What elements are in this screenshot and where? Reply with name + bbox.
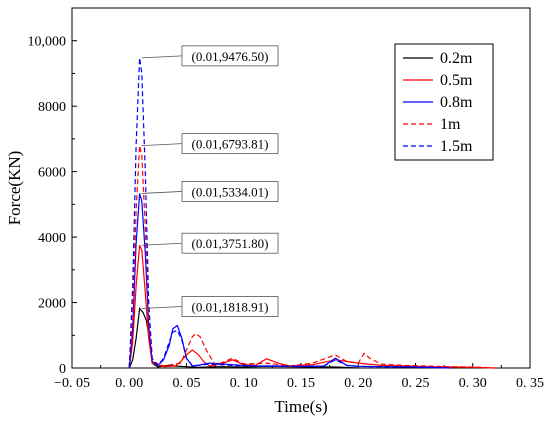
series-line-1.5m [128,57,450,369]
annotation-leader [141,55,183,59]
x-tick-label: 0. 00 [115,376,143,391]
x-tick-label: 0. 20 [344,376,372,391]
annotation-box [181,45,279,67]
annotations-group: (0.01,9476.50) (0.01,6793.81) (0.01,5334.0… [141,45,279,317]
annotation-label: (0.01,5334.01) [192,184,269,199]
annotation-leader [141,143,183,147]
legend-label: 0.8m [440,94,473,111]
x-tick-label: 0. 30 [459,376,487,391]
axis-ticks: −0. 05 0. 00 0. 05 0. 10 0. 15 0. 20 0. 25 0. 3… [28,35,545,391]
x-tick-label: 0. 05 [173,376,201,391]
annotation-box [181,181,279,202]
x-tick-label: 0. 15 [287,376,315,391]
y-tick-label: 2000 [38,297,66,312]
x-tick-label: 0. 10 [230,376,258,391]
legend: 0.2m 0.5m 0.8m 1m 1.5m [394,43,494,161]
annotation-leader [141,306,183,309]
legend-label: 0.5m [440,72,473,89]
legend-label: 1.5m [440,138,473,155]
y-tick-label: 6000 [38,166,66,181]
x-tick-label: 0. 35 [516,376,544,391]
annotation-leader [141,242,183,246]
y-tick-label: 4000 [38,231,66,246]
annotation-label: (0.01,1818.91) [192,299,269,314]
x-tick-label: −0. 05 [54,376,90,391]
y-tick-label: 8000 [38,100,66,115]
series-line-1m [128,145,496,369]
series-group [128,57,496,369]
annotation-leader [141,191,183,194]
annotation-label: (0.01,6793.81) [192,137,269,152]
y-tick-label: 0 [59,362,66,377]
x-axis-label: Time(s) [274,397,327,416]
y-tick-label: 10,000 [28,35,67,50]
annotation-box [181,296,279,317]
annotation-label: (0.01,3751.80) [192,236,269,251]
legend-label: 0.2m [440,50,473,67]
series-line-0.8m [128,193,450,369]
x-tick-label: 0. 25 [402,376,430,391]
annotation-box [181,232,279,254]
legend-label: 1m [440,116,461,133]
annotation-label: (0.01,9476.50) [192,49,269,64]
y-axis-label: Force(KN) [5,151,24,226]
annotation-box [181,133,279,155]
